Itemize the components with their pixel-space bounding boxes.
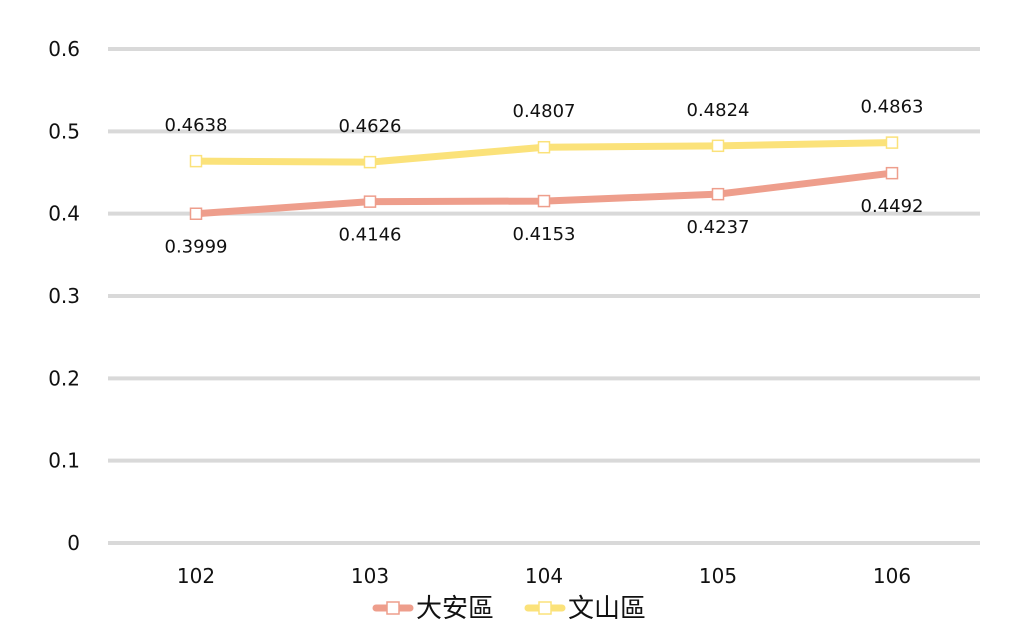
- data-point-marker: [363, 195, 377, 208]
- data-label: 0.3999: [165, 237, 228, 258]
- legend-swatch-marker: [538, 601, 552, 615]
- data-label: 0.4824: [687, 100, 750, 121]
- data-label: 0.4638: [165, 115, 228, 136]
- x-tick-label: 104: [525, 564, 563, 588]
- y-tick-label: 0: [67, 531, 80, 555]
- data-point-marker: [537, 194, 551, 208]
- data-point-marker: [711, 187, 725, 201]
- x-tick-label: 105: [699, 564, 737, 588]
- data-point-marker: [189, 154, 203, 168]
- x-tick-label: 102: [177, 564, 215, 588]
- data-label: 0.4153: [513, 224, 576, 245]
- data-label: 0.4863: [861, 97, 924, 118]
- data-label: 0.4626: [339, 116, 402, 137]
- y-tick-label: 0.5: [48, 119, 80, 143]
- legend: 大安區 文山區: [372, 594, 646, 624]
- legend-item: 大安區: [372, 594, 494, 624]
- x-tick-label: 106: [873, 564, 911, 588]
- data-labels: 0.3999 0.4146 0.4153 0.4237 0.4492 0.4638 0.46…: [165, 97, 924, 258]
- series-line: [192, 169, 896, 218]
- series-lines: [189, 136, 899, 220]
- data-label: 0.4146: [339, 225, 402, 246]
- x-axis-ticks: 102 103 104 105 106: [177, 564, 911, 588]
- data-label: 0.4237: [687, 217, 750, 238]
- legend-item: 文山區: [524, 594, 646, 624]
- legend-label: 大安區: [416, 594, 494, 624]
- data-point-marker: [537, 140, 551, 154]
- y-axis-ticks: 0 0.1 0.2 0.3 0.4 0.5 0.6: [48, 37, 80, 555]
- data-point-marker: [711, 139, 725, 153]
- data-point-marker: [885, 136, 899, 149]
- data-point-marker: [189, 207, 203, 220]
- data-label: 0.4492: [861, 196, 924, 217]
- data-label: 0.4807: [513, 101, 576, 122]
- y-tick-label: 0.2: [48, 366, 80, 390]
- y-tick-label: 0.4: [48, 202, 80, 226]
- y-tick-label: 0.3: [48, 284, 80, 308]
- legend-label: 文山區: [568, 594, 646, 624]
- data-point-marker: [363, 155, 377, 169]
- y-tick-label: 0.6: [48, 37, 80, 61]
- x-tick-label: 103: [351, 564, 389, 588]
- gridlines: [108, 47, 980, 545]
- legend-swatch-marker: [386, 601, 400, 615]
- data-point-marker: [885, 166, 899, 180]
- y-tick-label: 0.1: [48, 449, 80, 473]
